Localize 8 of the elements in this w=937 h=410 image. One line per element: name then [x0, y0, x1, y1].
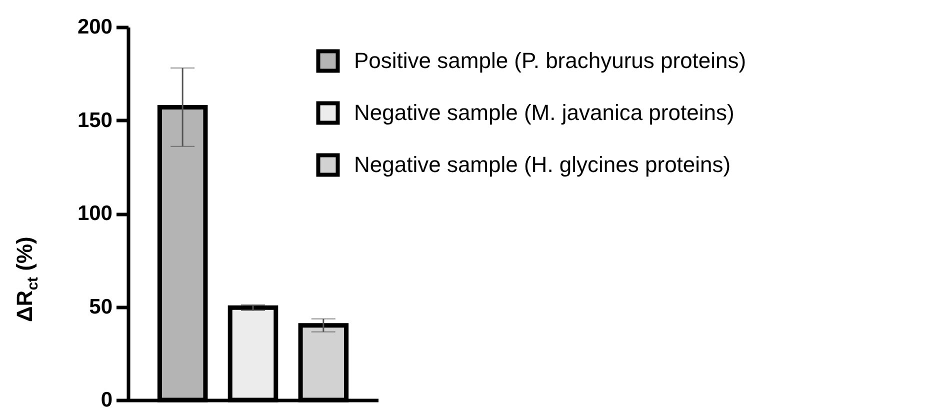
y-tick-label: 50	[89, 295, 112, 318]
legend-label: Negative sample (H. glycines proteins)	[354, 152, 731, 177]
legend-label: Negative sample (M. javanica proteins)	[354, 100, 734, 125]
y-tick-label: 100	[77, 202, 112, 225]
y-tick-label: 150	[77, 108, 112, 132]
legend-label: Positive sample (P. brachyurus proteins)	[354, 48, 746, 73]
y-tick-label: 200	[77, 16, 112, 38]
y-tick-label: 0	[100, 388, 112, 410]
